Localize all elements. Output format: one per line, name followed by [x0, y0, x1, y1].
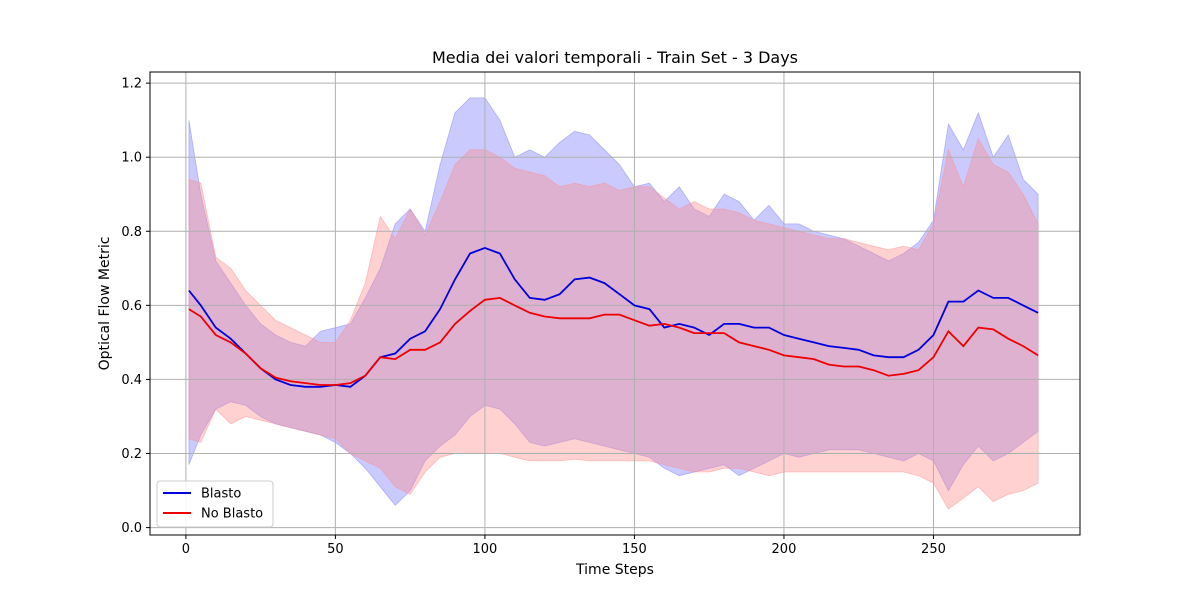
x-axis-ticks: 0 50 100 150 200 250 [182, 535, 946, 557]
line-no-blasto [188, 296, 1039, 386]
legend: Blasto No Blasto [156, 480, 274, 528]
series-lines [188, 246, 1039, 388]
plot-frame [149, 71, 1081, 536]
x-tick-label: 250 [921, 542, 946, 557]
y-axis-ticks: 0.0 0.2 0.4 0.6 0.8 1.0 1.2 [121, 77, 150, 536]
x-tick-label: 200 [772, 542, 797, 557]
x-axis-label: Time Steps [575, 562, 654, 578]
y-tick-label: 0.8 [121, 225, 142, 240]
confidence-bands [188, 97, 1039, 510]
chart-title: Media dei valori temporali - Train Set -… [432, 48, 798, 67]
y-tick-label: 0.6 [121, 299, 142, 314]
y-tick-label: 1.0 [121, 151, 142, 166]
y-tick-label: 0.0 [121, 521, 142, 536]
legend-label: Blasto [201, 487, 241, 502]
y-tick-label: 0.4 [121, 373, 142, 388]
y-tick-label: 1.2 [121, 77, 142, 92]
grid-lines [150, 72, 1080, 535]
y-tick-label: 0.2 [121, 447, 142, 462]
x-tick-label: 150 [622, 542, 647, 557]
y-axis-label: Optical Flow Metric [97, 237, 113, 371]
x-tick-label: 0 [182, 542, 190, 557]
x-tick-label: 50 [327, 542, 344, 557]
x-tick-label: 100 [473, 542, 498, 557]
legend-label: No Blasto [201, 507, 263, 522]
